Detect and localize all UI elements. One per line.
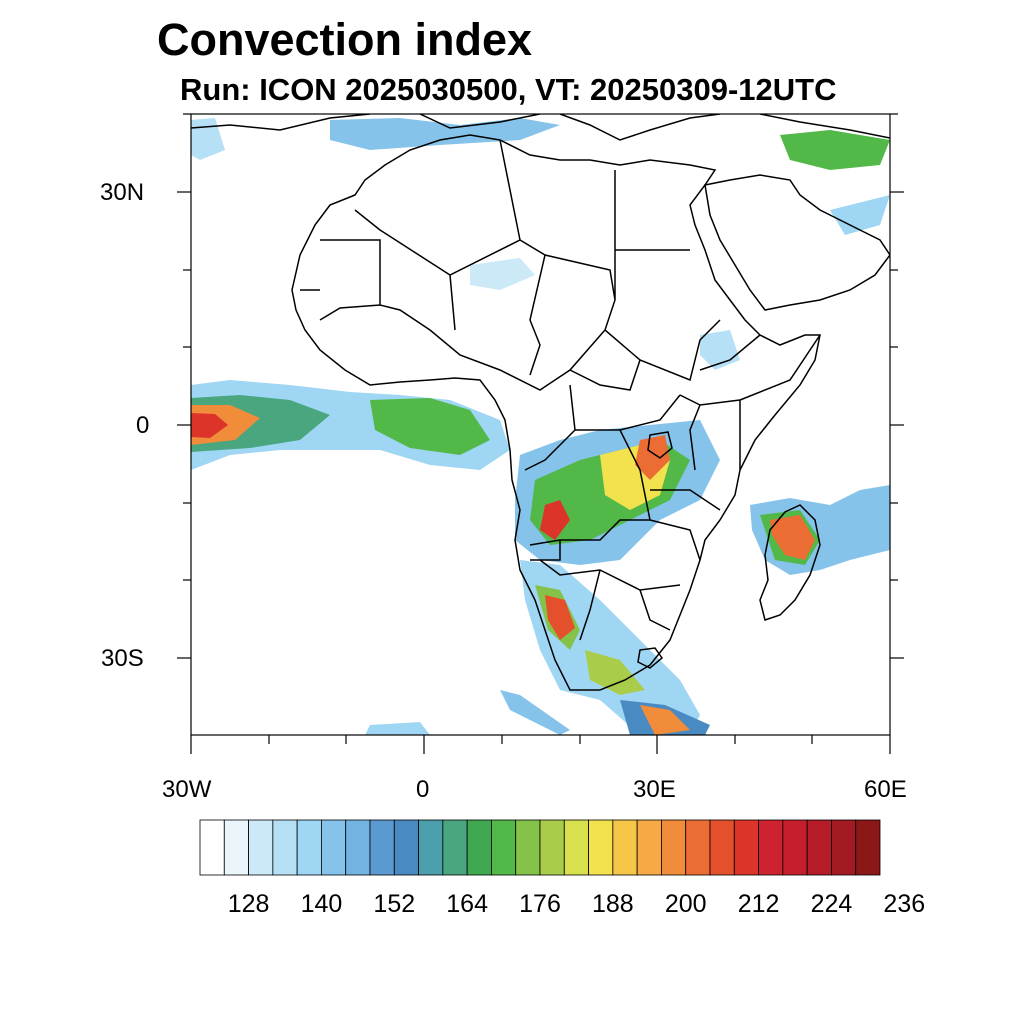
convection-max-namibia — [545, 595, 575, 640]
colorbar-label: 200 — [665, 890, 707, 918]
colorbar-label: 140 — [301, 890, 343, 918]
colorbar-box — [272, 819, 298, 876]
chart-title: Convection index — [157, 14, 533, 65]
colorbar-label: 212 — [738, 890, 780, 918]
colorbar-box — [393, 819, 419, 876]
convection-patch-sahara — [470, 258, 535, 290]
convection-patch-arabian-gulf — [830, 195, 890, 235]
lesotho-border — [637, 647, 664, 669]
madagascar-coastline — [759, 504, 821, 621]
colorbar-label: 224 — [811, 890, 853, 918]
colorbar-label: 128 — [228, 890, 270, 918]
convection-core-karoo — [585, 650, 645, 695]
convection-patch-mediterranean — [330, 118, 560, 150]
colorbar-box — [782, 819, 808, 876]
africa-coastline — [291, 134, 821, 691]
lake-victoria — [647, 431, 673, 459]
colorbar-box — [515, 819, 541, 876]
colorbar-labels: 128 140 152 164 176 188 200 212 224 236 — [228, 890, 925, 918]
colorbar-box — [661, 819, 687, 876]
colorbar-box — [321, 819, 347, 876]
colorbar-box — [733, 819, 759, 876]
lon-label-30w: 30W — [162, 776, 212, 803]
colorbar-label: 176 — [519, 890, 561, 918]
colorbar-box — [539, 819, 565, 876]
colorbar-box — [709, 819, 735, 876]
convection-core-gulf — [370, 398, 490, 455]
colorbar-box — [831, 819, 857, 876]
convection-max-atlantic — [191, 413, 228, 438]
convection-max-cape — [640, 705, 690, 735]
convection-max-lakes — [635, 435, 670, 480]
colorbar-box — [442, 819, 468, 876]
lon-label-60e: 60E — [864, 776, 907, 803]
lat-label-30s: 30S — [101, 645, 144, 672]
arabia-coastline — [704, 174, 890, 311]
convection-max-angola — [540, 500, 570, 540]
colorbar-box — [855, 819, 881, 876]
chart-subtitle: Run: ICON 2025030500, VT: 20250309-12UTC — [180, 72, 837, 107]
convection-max-madagascar — [770, 515, 815, 560]
colorbar-box — [345, 819, 371, 876]
colorbar-box — [296, 819, 322, 876]
colorbar-box — [806, 819, 832, 876]
convection-patch-atlantic-nw — [191, 118, 225, 160]
colorbar-box — [636, 819, 662, 876]
convection-streak-southwest — [365, 722, 430, 735]
colorbar-box — [563, 819, 589, 876]
colorbar-box — [369, 819, 395, 876]
colorbar-label: 152 — [373, 890, 415, 918]
colorbar-box — [758, 819, 784, 876]
lat-label-0: 0 — [136, 412, 150, 439]
colorbar-box — [612, 819, 638, 876]
colorbar-label: 188 — [592, 890, 634, 918]
convection-field — [191, 118, 890, 735]
colorbar-box — [223, 819, 249, 876]
colorbar-box — [199, 819, 225, 876]
convection-streak-southatlantic — [500, 690, 570, 735]
colorbar-label: 164 — [446, 890, 488, 918]
colorbar-box — [685, 819, 711, 876]
lon-ticks — [190, 735, 891, 754]
lon-label-0: 0 — [416, 776, 430, 803]
lat-label-30n: 30N — [100, 179, 145, 206]
lon-label-30e: 30E — [633, 776, 676, 803]
colorbar-box — [418, 819, 444, 876]
colorbar-box — [248, 819, 274, 876]
colorbar-box — [491, 819, 517, 876]
colorbar-boxes — [199, 819, 881, 876]
border-lines — [300, 139, 821, 641]
convection-patch-east-mediterranean — [780, 130, 890, 170]
colorbar-box — [466, 819, 492, 876]
colorbar-label: 236 — [883, 890, 925, 918]
coastlines-and-borders — [191, 114, 890, 691]
europe-coastline — [191, 114, 890, 141]
colorbar-box — [588, 819, 614, 876]
lat-ticks — [177, 113, 904, 659]
